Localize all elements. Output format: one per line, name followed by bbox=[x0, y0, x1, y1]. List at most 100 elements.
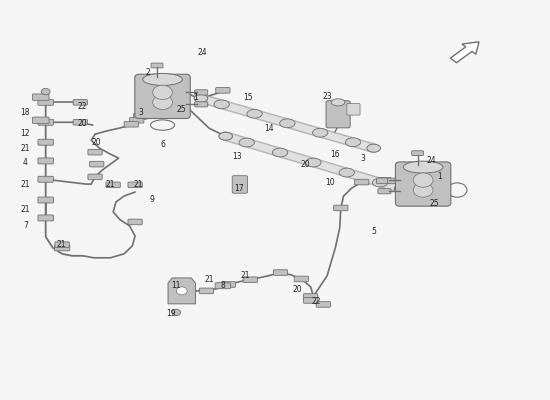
Text: 21: 21 bbox=[240, 271, 250, 280]
Text: 21: 21 bbox=[106, 180, 115, 189]
FancyBboxPatch shape bbox=[199, 288, 213, 294]
Text: 12: 12 bbox=[21, 128, 30, 138]
FancyBboxPatch shape bbox=[195, 102, 208, 107]
Ellipse shape bbox=[194, 94, 208, 102]
Circle shape bbox=[172, 309, 180, 316]
FancyBboxPatch shape bbox=[378, 178, 391, 183]
FancyBboxPatch shape bbox=[90, 161, 104, 167]
FancyBboxPatch shape bbox=[32, 94, 49, 100]
FancyBboxPatch shape bbox=[73, 100, 87, 105]
FancyBboxPatch shape bbox=[38, 119, 53, 125]
Text: 16: 16 bbox=[331, 150, 340, 159]
FancyBboxPatch shape bbox=[38, 176, 53, 182]
Circle shape bbox=[413, 173, 433, 187]
Ellipse shape bbox=[214, 100, 229, 109]
FancyBboxPatch shape bbox=[316, 302, 331, 307]
FancyBboxPatch shape bbox=[38, 99, 53, 105]
Text: 8: 8 bbox=[221, 281, 225, 290]
Ellipse shape bbox=[142, 74, 183, 85]
Polygon shape bbox=[450, 42, 479, 63]
FancyBboxPatch shape bbox=[38, 158, 53, 164]
FancyBboxPatch shape bbox=[54, 245, 70, 251]
FancyBboxPatch shape bbox=[397, 178, 411, 184]
FancyBboxPatch shape bbox=[38, 139, 53, 145]
Text: 17: 17 bbox=[234, 184, 244, 192]
Ellipse shape bbox=[247, 110, 262, 118]
FancyBboxPatch shape bbox=[88, 149, 102, 155]
FancyBboxPatch shape bbox=[377, 178, 390, 184]
Text: 19: 19 bbox=[166, 309, 175, 318]
Ellipse shape bbox=[345, 138, 361, 146]
Text: 21: 21 bbox=[21, 144, 30, 153]
FancyBboxPatch shape bbox=[151, 63, 163, 68]
FancyBboxPatch shape bbox=[294, 276, 309, 282]
FancyBboxPatch shape bbox=[130, 118, 144, 123]
Text: 18: 18 bbox=[21, 108, 30, 117]
FancyBboxPatch shape bbox=[128, 219, 142, 225]
FancyBboxPatch shape bbox=[38, 197, 53, 203]
FancyBboxPatch shape bbox=[395, 162, 451, 206]
Text: 6: 6 bbox=[160, 140, 165, 149]
Ellipse shape bbox=[331, 99, 345, 106]
FancyBboxPatch shape bbox=[243, 277, 257, 282]
FancyBboxPatch shape bbox=[326, 101, 350, 128]
Text: 20: 20 bbox=[77, 119, 87, 128]
Circle shape bbox=[413, 183, 433, 197]
Text: 11: 11 bbox=[172, 281, 181, 290]
FancyBboxPatch shape bbox=[334, 205, 348, 211]
FancyBboxPatch shape bbox=[124, 122, 139, 127]
Text: 20: 20 bbox=[92, 138, 102, 147]
Ellipse shape bbox=[239, 138, 254, 147]
FancyBboxPatch shape bbox=[55, 242, 69, 248]
FancyBboxPatch shape bbox=[32, 117, 49, 124]
FancyBboxPatch shape bbox=[232, 176, 248, 193]
Text: 14: 14 bbox=[265, 124, 274, 133]
Text: 7: 7 bbox=[23, 222, 28, 230]
FancyBboxPatch shape bbox=[73, 120, 87, 125]
Text: 15: 15 bbox=[243, 93, 252, 102]
FancyBboxPatch shape bbox=[304, 298, 318, 303]
FancyBboxPatch shape bbox=[273, 270, 288, 275]
Ellipse shape bbox=[367, 144, 381, 152]
FancyBboxPatch shape bbox=[355, 179, 369, 185]
Circle shape bbox=[176, 287, 187, 295]
Text: 2: 2 bbox=[145, 68, 150, 77]
Circle shape bbox=[153, 95, 172, 110]
Circle shape bbox=[41, 88, 50, 95]
Text: 23: 23 bbox=[322, 92, 332, 101]
Text: 25: 25 bbox=[430, 200, 439, 208]
Text: 3: 3 bbox=[138, 108, 143, 117]
Text: 5: 5 bbox=[371, 227, 376, 236]
Polygon shape bbox=[168, 278, 195, 304]
FancyBboxPatch shape bbox=[412, 151, 424, 156]
Text: 22: 22 bbox=[311, 297, 321, 306]
Text: 1: 1 bbox=[437, 172, 442, 181]
Ellipse shape bbox=[339, 168, 354, 177]
FancyBboxPatch shape bbox=[347, 104, 360, 115]
FancyBboxPatch shape bbox=[195, 90, 208, 95]
Text: 25: 25 bbox=[177, 105, 186, 114]
Text: 9: 9 bbox=[149, 196, 154, 204]
Text: 21: 21 bbox=[56, 240, 66, 249]
Text: 22: 22 bbox=[77, 102, 87, 111]
Text: 13: 13 bbox=[232, 152, 241, 161]
FancyBboxPatch shape bbox=[135, 74, 190, 118]
Ellipse shape bbox=[279, 119, 295, 128]
Text: 21: 21 bbox=[21, 206, 30, 214]
FancyBboxPatch shape bbox=[215, 283, 230, 289]
Text: 10: 10 bbox=[325, 178, 334, 186]
Ellipse shape bbox=[219, 132, 233, 140]
Text: 21: 21 bbox=[205, 275, 214, 284]
Ellipse shape bbox=[394, 185, 408, 193]
Ellipse shape bbox=[372, 178, 388, 187]
FancyBboxPatch shape bbox=[216, 88, 230, 93]
Text: 24: 24 bbox=[427, 156, 436, 165]
Ellipse shape bbox=[403, 161, 443, 173]
Text: 24: 24 bbox=[198, 48, 207, 57]
Circle shape bbox=[153, 85, 172, 100]
Text: 20: 20 bbox=[292, 285, 302, 294]
FancyBboxPatch shape bbox=[88, 174, 102, 180]
Text: 3: 3 bbox=[360, 154, 365, 163]
Ellipse shape bbox=[306, 158, 321, 167]
FancyBboxPatch shape bbox=[134, 114, 148, 119]
